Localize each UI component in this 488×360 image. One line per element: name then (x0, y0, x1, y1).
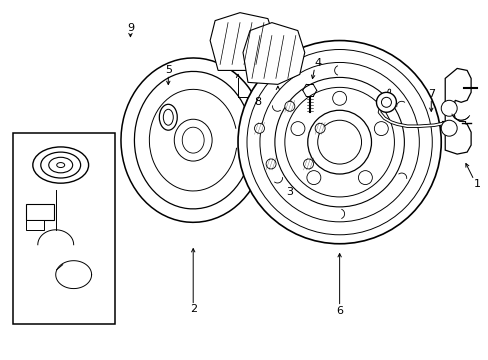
Bar (13, 133, 115, 324)
Circle shape (332, 91, 346, 105)
Ellipse shape (57, 163, 64, 167)
Circle shape (440, 100, 456, 116)
Circle shape (303, 159, 313, 169)
Circle shape (281, 130, 297, 146)
Circle shape (306, 171, 320, 185)
Circle shape (290, 122, 305, 136)
Bar (26, 204, 54, 220)
Polygon shape (444, 68, 470, 154)
Text: 7: 7 (427, 89, 434, 99)
Circle shape (376, 92, 396, 112)
Circle shape (238, 41, 440, 244)
Circle shape (285, 101, 294, 111)
Circle shape (254, 123, 264, 133)
Ellipse shape (49, 157, 73, 173)
Circle shape (440, 120, 456, 136)
Text: 6: 6 (335, 306, 343, 316)
Circle shape (242, 90, 337, 186)
Text: 9: 9 (126, 23, 134, 33)
Ellipse shape (159, 104, 177, 130)
Text: 3: 3 (286, 187, 293, 197)
Circle shape (274, 77, 404, 207)
Text: 1: 1 (473, 179, 480, 189)
Text: 2: 2 (189, 305, 196, 315)
Text: 8: 8 (254, 97, 261, 107)
Circle shape (374, 122, 387, 136)
Text: 4: 4 (313, 58, 321, 68)
Circle shape (307, 110, 371, 174)
Polygon shape (210, 13, 274, 71)
Polygon shape (243, 23, 304, 84)
Bar (26, 220, 44, 230)
Circle shape (265, 159, 276, 169)
Text: 5: 5 (164, 66, 171, 76)
Circle shape (358, 171, 371, 185)
Ellipse shape (41, 152, 81, 178)
Circle shape (314, 123, 325, 133)
Ellipse shape (33, 147, 88, 183)
Ellipse shape (163, 109, 173, 125)
